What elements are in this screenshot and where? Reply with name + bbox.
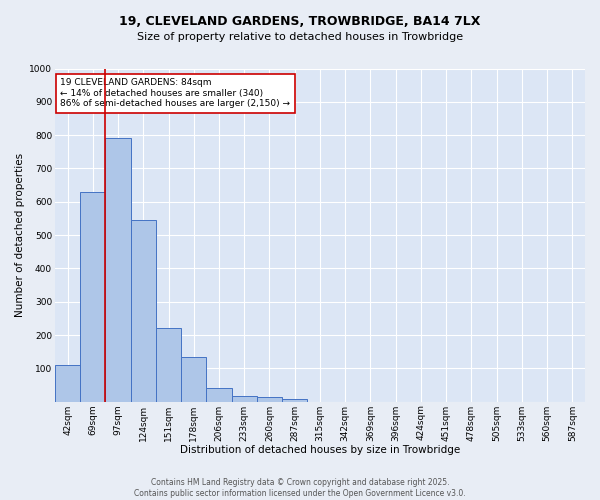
Y-axis label: Number of detached properties: Number of detached properties	[15, 153, 25, 317]
Text: 19 CLEVELAND GARDENS: 84sqm
← 14% of detached houses are smaller (340)
86% of se: 19 CLEVELAND GARDENS: 84sqm ← 14% of det…	[60, 78, 290, 108]
Text: Size of property relative to detached houses in Trowbridge: Size of property relative to detached ho…	[137, 32, 463, 42]
Bar	[181, 358, 206, 402]
Text: 19, CLEVELAND GARDENS, TROWBRIDGE, BA14 7LX: 19, CLEVELAND GARDENS, TROWBRIDGE, BA14 …	[119, 15, 481, 28]
Bar	[257, 396, 282, 402]
Bar	[131, 220, 156, 402]
Bar	[282, 399, 307, 402]
Bar	[206, 388, 232, 402]
X-axis label: Distribution of detached houses by size in Trowbridge: Distribution of detached houses by size …	[180, 445, 460, 455]
Bar	[232, 396, 257, 402]
Bar	[80, 192, 106, 402]
Text: Contains HM Land Registry data © Crown copyright and database right 2025.
Contai: Contains HM Land Registry data © Crown c…	[134, 478, 466, 498]
Bar	[156, 328, 181, 402]
Bar	[106, 138, 131, 402]
Bar	[55, 365, 80, 402]
